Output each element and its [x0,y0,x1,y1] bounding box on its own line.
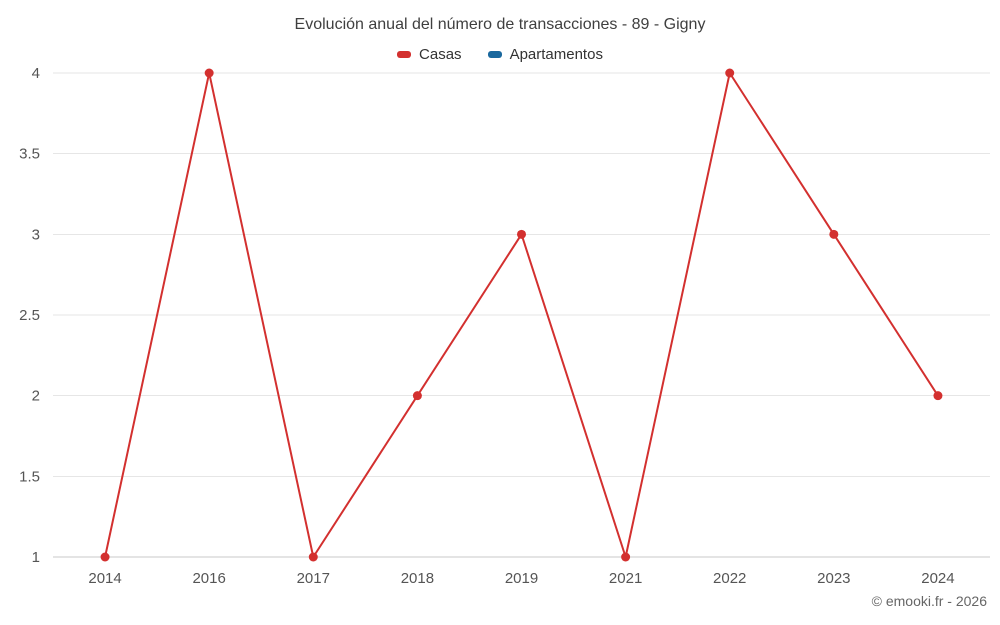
svg-text:2016: 2016 [192,570,225,587]
copyright-watermark: © emooki.fr - 2026 [871,593,987,609]
svg-text:2.5: 2.5 [19,307,40,324]
legend-swatch-icon [397,51,412,58]
svg-text:1.5: 1.5 [19,468,40,485]
svg-text:3.5: 3.5 [19,146,40,163]
legend-label: Apartamentos [509,46,603,63]
svg-text:2023: 2023 [817,570,850,587]
chart-title: Evolución anual del número de transaccio… [294,16,706,33]
svg-text:2022: 2022 [713,570,746,587]
legend-swatch-icon [487,51,502,58]
svg-text:2018: 2018 [401,570,434,587]
chart-legend: Casas Apartamentos [0,46,1000,63]
legend-item-apartamentos[interactable]: Apartamentos [487,46,603,63]
svg-text:1: 1 [32,549,40,566]
svg-text:3: 3 [32,226,40,243]
svg-text:2024: 2024 [921,570,954,587]
legend-item-casas[interactable]: Casas [397,46,462,63]
svg-text:2017: 2017 [297,570,330,587]
svg-text:2: 2 [32,388,40,405]
svg-text:2019: 2019 [505,570,538,587]
svg-text:2014: 2014 [88,570,121,587]
svg-text:4: 4 [32,65,40,82]
legend-label: Casas [419,46,462,63]
svg-text:2021: 2021 [609,570,642,587]
